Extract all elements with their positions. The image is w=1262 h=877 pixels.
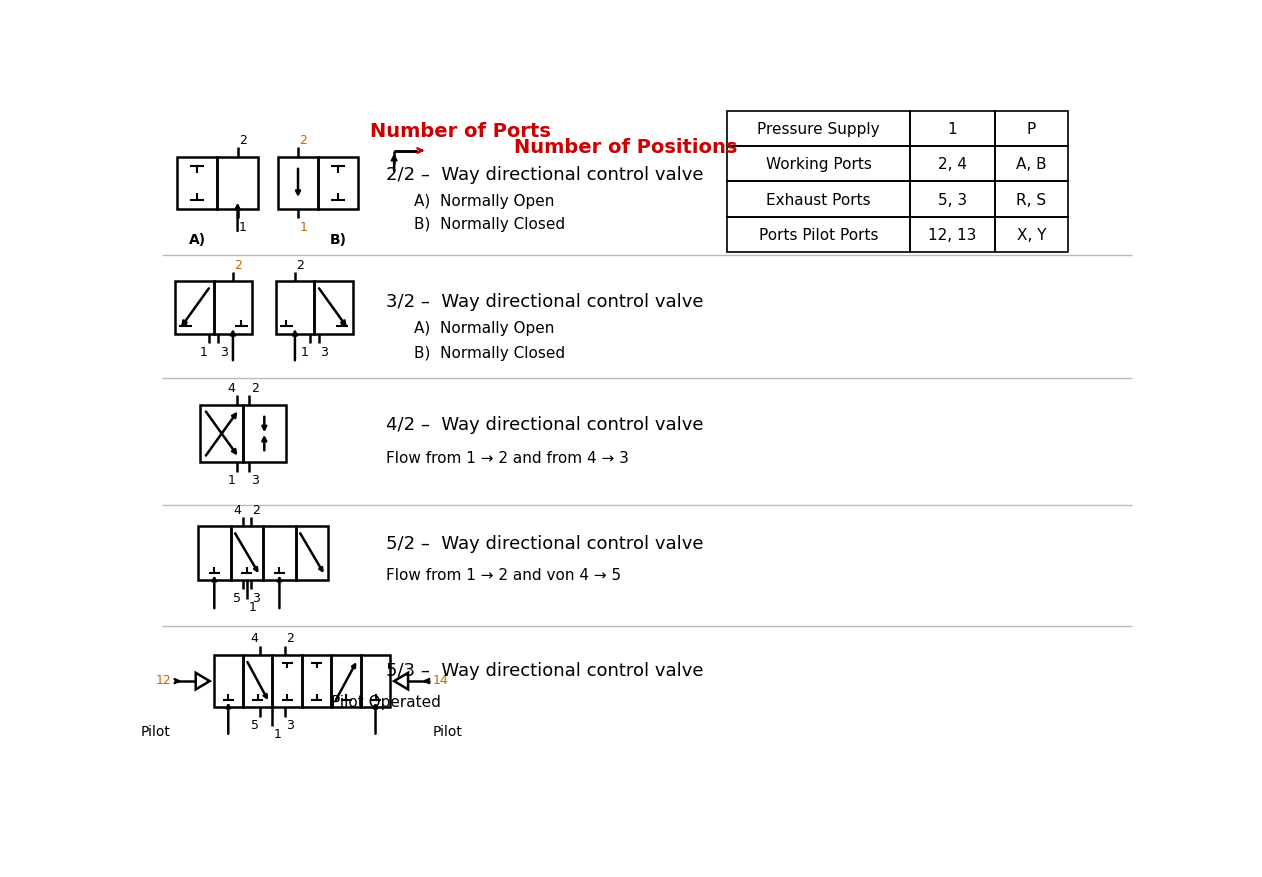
Text: 2, 4: 2, 4 [938,157,967,172]
Text: 1: 1 [274,727,281,740]
Text: Number of Positions: Number of Positions [514,138,737,157]
Text: 2: 2 [235,259,242,271]
Bar [361,655,390,708]
Text: 3: 3 [321,346,328,358]
Bar [318,158,358,210]
Bar [278,158,318,210]
Text: Pilot: Pilot [433,724,463,738]
Text: 2: 2 [239,134,247,146]
Text: 5/2 –  Way directional control valve: 5/2 – Way directional control valve [386,535,704,553]
Bar [994,146,1069,182]
Text: 5, 3: 5, 3 [938,192,967,207]
Text: A)  Normally Open: A) Normally Open [414,321,554,336]
Text: B): B) [329,233,347,247]
Bar [244,405,285,463]
Bar [231,527,264,581]
Text: 4: 4 [251,631,259,645]
Text: B)  Normally Closed: B) Normally Closed [414,346,564,360]
Bar [994,111,1069,146]
Bar [201,405,244,463]
Text: 3: 3 [252,591,260,604]
Text: 1: 1 [199,346,207,358]
Text: R, S: R, S [1016,192,1046,207]
Text: Flow from 1 → 2 and von 4 → 5: Flow from 1 → 2 and von 4 → 5 [386,567,621,582]
Text: A)  Normally Open: A) Normally Open [414,194,554,209]
Bar [264,527,295,581]
Text: Pilot: Pilot [141,724,170,738]
Text: 12, 13: 12, 13 [928,228,977,243]
Bar [727,182,910,217]
Bar [910,146,994,182]
Text: 2: 2 [297,259,304,271]
Bar [213,655,244,708]
Text: Pilot Operated: Pilot Operated [332,694,442,709]
Bar [217,158,257,210]
Bar [910,182,994,217]
Text: B)  Normally Closed: B) Normally Closed [414,217,564,232]
Bar [295,527,328,581]
Text: 5: 5 [233,591,241,604]
Text: 2: 2 [251,381,259,395]
Text: 12: 12 [155,674,170,687]
Text: P: P [1027,122,1036,137]
Text: A, B: A, B [1016,157,1047,172]
Text: Number of Ports: Number of Ports [370,122,550,141]
Text: 2: 2 [252,503,260,516]
Bar [273,655,302,708]
Bar [910,111,994,146]
Text: Ports Pilot Ports: Ports Pilot Ports [758,228,878,243]
Bar [177,158,217,210]
Text: 1: 1 [300,346,308,358]
Bar [213,282,252,334]
Text: 2: 2 [286,631,294,645]
Bar [244,655,273,708]
Text: Exhaust Ports: Exhaust Ports [766,192,871,207]
Bar [994,182,1069,217]
Text: 5/3 –  Way directional control valve: 5/3 – Way directional control valve [386,661,704,680]
Text: 1: 1 [249,601,256,614]
Bar [727,217,910,253]
Text: 3: 3 [220,346,227,358]
Bar [175,282,213,334]
Bar [302,655,332,708]
Text: 3/2 –  Way directional control valve: 3/2 – Way directional control valve [386,292,704,310]
Text: 1: 1 [948,122,957,137]
Text: X, Y: X, Y [1017,228,1046,243]
Bar [727,111,910,146]
Bar [314,282,353,334]
Text: 4/2 –  Way directional control valve: 4/2 – Way directional control valve [386,416,704,433]
Text: 1: 1 [299,221,308,233]
Bar [332,655,361,708]
Text: 14: 14 [433,674,448,687]
Text: Pressure Supply: Pressure Supply [757,122,880,137]
Bar [994,217,1069,253]
Text: 1: 1 [239,221,247,233]
Text: 4: 4 [233,503,241,516]
Text: 4: 4 [227,381,235,395]
Text: 1: 1 [227,474,235,487]
Text: 3: 3 [251,474,259,487]
Text: 5: 5 [250,718,259,731]
Bar [910,217,994,253]
Text: 2/2 –  Way directional control valve: 2/2 – Way directional control valve [386,166,704,183]
Bar [275,282,314,334]
Text: 2: 2 [299,134,308,146]
Bar [727,146,910,182]
Text: 3: 3 [286,718,294,731]
Text: Working Ports: Working Ports [766,157,871,172]
Bar [198,527,231,581]
Text: Flow from 1 → 2 and from 4 → 3: Flow from 1 → 2 and from 4 → 3 [386,450,630,465]
Text: A): A) [189,233,206,247]
